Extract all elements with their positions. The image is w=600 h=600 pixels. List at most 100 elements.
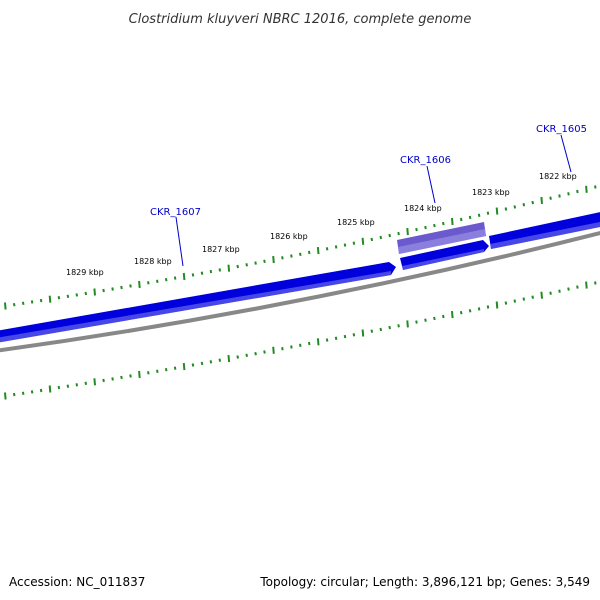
minor-tick [299,252,302,256]
minor-tick [84,381,88,385]
major-tick [182,272,186,281]
gene-label-CKR_1605[interactable]: CKR_1605 [536,124,587,173]
minor-tick [299,343,302,347]
minor-tick [236,264,239,269]
major-tick [406,320,409,328]
minor-tick [218,268,222,272]
gene-CKR_1605[interactable] [489,210,600,249]
tick-label: 1828 kbp [134,257,172,266]
minor-tick [66,294,70,298]
minor-tick [567,287,570,291]
minor-tick [281,347,284,351]
minor-tick [433,223,436,228]
major-tick [182,363,186,371]
tick-label: 1822 kbp [539,172,577,181]
minor-tick [12,392,16,397]
major-tick [227,264,231,272]
tick-label: 1824 kbp [404,204,442,213]
minor-tick [379,327,383,332]
minor-tick [111,287,114,291]
minor-tick [558,194,561,198]
major-tick [48,385,52,393]
minor-tick [21,391,25,395]
minor-tick [236,355,239,359]
minor-tick [522,297,526,301]
minor-tick [370,329,374,333]
minor-tick [442,314,445,319]
minor-tick [39,388,43,393]
minor-tick [486,211,490,215]
major-tick [4,302,7,310]
minor-tick [531,200,534,205]
major-tick [451,217,454,226]
minor-tick [84,291,88,296]
minor-tick [290,345,293,349]
minor-tick [66,384,70,388]
minor-tick [173,276,177,280]
minor-tick [397,231,400,236]
minor-tick [513,299,517,303]
major-tick [361,329,365,337]
minor-tick [191,363,195,367]
minor-tick [334,336,338,340]
minor-tick [468,309,472,313]
minor-tick [459,311,463,315]
minor-tick [397,324,400,328]
major-tick [361,237,365,245]
accession-text: Accession: NC_011837 [9,575,146,589]
minor-tick [21,301,25,305]
major-tick [495,301,499,309]
minor-tick [254,352,257,356]
tick-label: 1825 kbp [337,218,375,227]
outer-tick-ring [4,185,597,310]
minor-tick [594,185,597,189]
minor-tick [334,245,338,249]
gene-label-CKR_1606[interactable]: CKR_1606 [400,155,451,204]
minor-tick [173,366,177,370]
minor-tick [245,353,248,357]
minor-tick [102,378,105,383]
major-tick [138,370,141,378]
tick-label: 1823 kbp [472,188,510,197]
svg-text:CKR_1605: CKR_1605 [536,124,587,135]
genome-summary-text: Topology: circular; Length: 3,896,121 bp… [260,575,590,589]
minor-tick [156,279,159,283]
minor-tick [504,301,508,305]
minor-tick [245,263,248,267]
minor-tick [388,233,391,238]
major-tick [316,338,320,346]
major-tick [4,392,7,400]
minor-tick [129,284,132,288]
minor-tick [343,334,347,339]
minor-tick [209,269,213,274]
minor-tick [57,296,61,300]
minor-tick [254,261,257,265]
minor-tick [352,241,356,245]
major-tick [272,256,275,264]
minor-tick [57,385,61,390]
minor-tick [424,225,427,230]
minor-tick [12,303,16,307]
major-tick [93,378,96,386]
minor-tick [558,289,561,293]
gene-CKR_1606-selection[interactable] [397,222,486,254]
minor-tick [147,371,150,375]
gene-label-CKR_1607[interactable]: CKR_1607 [150,207,201,267]
minor-tick [424,318,427,322]
minor-tick [594,281,597,285]
minor-tick [39,298,43,303]
minor-tick [379,235,383,240]
minor-tick [75,293,79,297]
minor-tick [120,285,123,290]
tick-label: 1826 kbp [270,232,308,241]
minor-tick [415,320,418,324]
minor-tick [209,360,213,364]
minor-tick [164,278,168,282]
minor-tick [433,316,436,321]
gene-CKR_1607[interactable] [0,262,396,344]
minor-tick [388,325,391,330]
gene-CKR_1606[interactable] [400,240,489,270]
svg-text:CKR_1606: CKR_1606 [400,155,451,166]
major-tick [585,185,588,193]
